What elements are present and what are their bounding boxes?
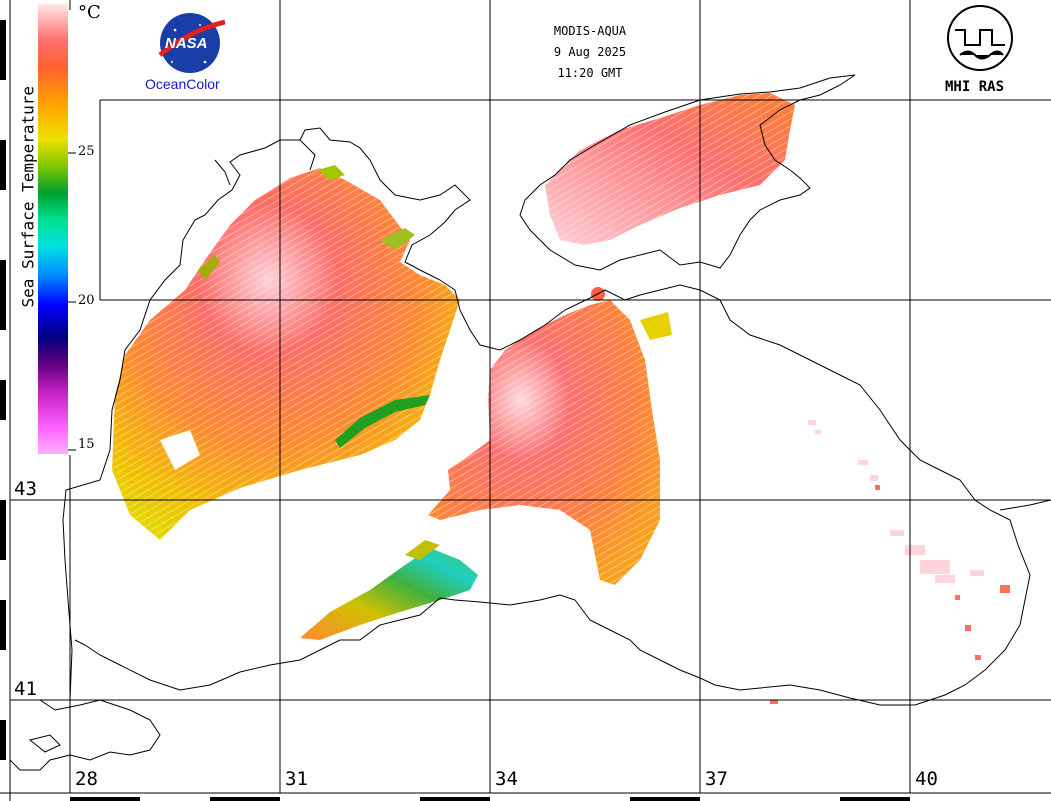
left-ruler	[0, 0, 11, 801]
colorbar-ticks	[68, 152, 76, 451]
mhi-logo	[947, 5, 1013, 71]
lon-label-34: 34	[495, 768, 518, 790]
lon-label-31: 31	[285, 768, 308, 790]
colorbar-title: Sea Surface Temperature	[18, 85, 38, 308]
colorbar-unit: °C	[78, 2, 101, 23]
lat-label-41: 41	[14, 678, 37, 700]
graticule	[10, 0, 1051, 793]
sst-patch-southwest	[300, 548, 478, 640]
acquisition-date: 9 Aug 2025	[553, 45, 627, 59]
lat-label-43: 43	[14, 478, 37, 500]
mhi-ras-text: MHI RAS	[945, 79, 1005, 95]
colorbar-tick-20: 20	[78, 293, 95, 308]
acquisition-time: 11:20 GMT	[557, 66, 623, 80]
coastline	[9, 74, 1051, 790]
satellite-sensor: MODIS-AQUA	[553, 24, 627, 38]
lon-label-40: 40	[915, 768, 938, 790]
sst-data	[112, 93, 1010, 704]
oceancolor-text: OceanColor	[145, 76, 220, 92]
bottom-ruler	[0, 792, 1051, 801]
nasa-logo	[158, 13, 226, 73]
lon-label-37: 37	[705, 768, 728, 790]
colorbar-gradient	[38, 4, 68, 454]
lon-label-28: 28	[75, 768, 98, 790]
colorbar-tick-15: 15	[78, 437, 95, 452]
nasa-logo-text: NASA	[165, 35, 208, 52]
colorbar-tick-25: 25	[78, 144, 95, 159]
